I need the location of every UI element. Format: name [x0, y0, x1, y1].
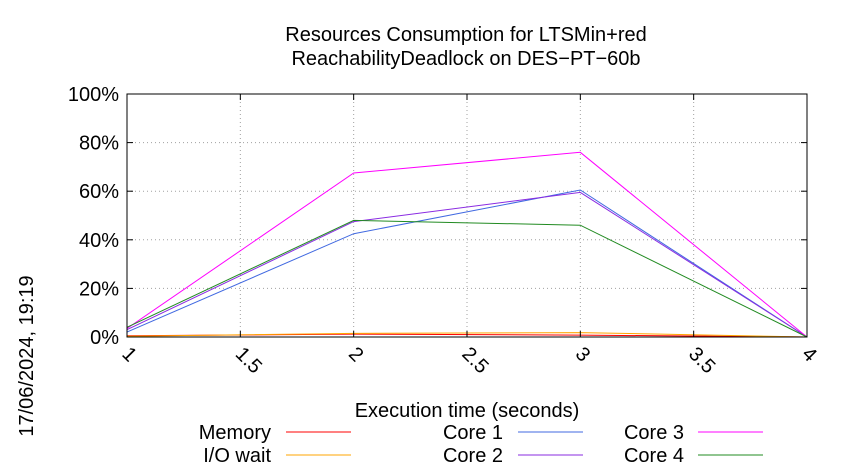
y-tick-label: 80%: [79, 133, 119, 155]
x-tick-label: 4: [797, 343, 820, 366]
y-tick-label: 100%: [68, 84, 119, 106]
series-line-core-4: [126, 219, 808, 338]
y-tick-label: 20%: [79, 278, 119, 300]
series-line-core-3: [126, 151, 808, 338]
x-tick-label: 1.5: [231, 343, 266, 378]
x-tick-label: 2.5: [457, 343, 492, 378]
x-tick-label: 2: [344, 343, 367, 366]
grid-lines: [127, 94, 807, 337]
x-axis-label: Execution time (seconds): [355, 400, 580, 422]
legend-label-i-o-wait: I/O wait: [203, 445, 271, 467]
y-tick-label: 40%: [79, 230, 119, 252]
chart-title-line-2: ReachabilityDeadlock on DES−PT−60b: [291, 48, 640, 70]
legend-label-memory: Memory: [199, 422, 271, 444]
timestamp: 17/06/2024, 19:19: [16, 275, 38, 436]
legend-label-core-4: Core 4: [624, 445, 684, 467]
x-tick-label: 1: [117, 343, 140, 366]
series-line-core-1: [126, 189, 808, 338]
x-tick-label: 3: [571, 343, 594, 366]
series-line-core-2: [126, 191, 808, 338]
legend-label-core-3: Core 3: [624, 422, 684, 444]
y-tick-label: 0%: [90, 327, 119, 349]
y-tick-label: 60%: [79, 181, 119, 203]
x-tick-label: 3.5: [684, 343, 719, 378]
chart-title-line-1: Resources Consumption for LTSMin+red: [285, 24, 646, 46]
legend-label-core-2: Core 2: [443, 445, 503, 467]
series-lines: [126, 151, 808, 338]
legend-label-core-1: Core 1: [443, 422, 503, 444]
